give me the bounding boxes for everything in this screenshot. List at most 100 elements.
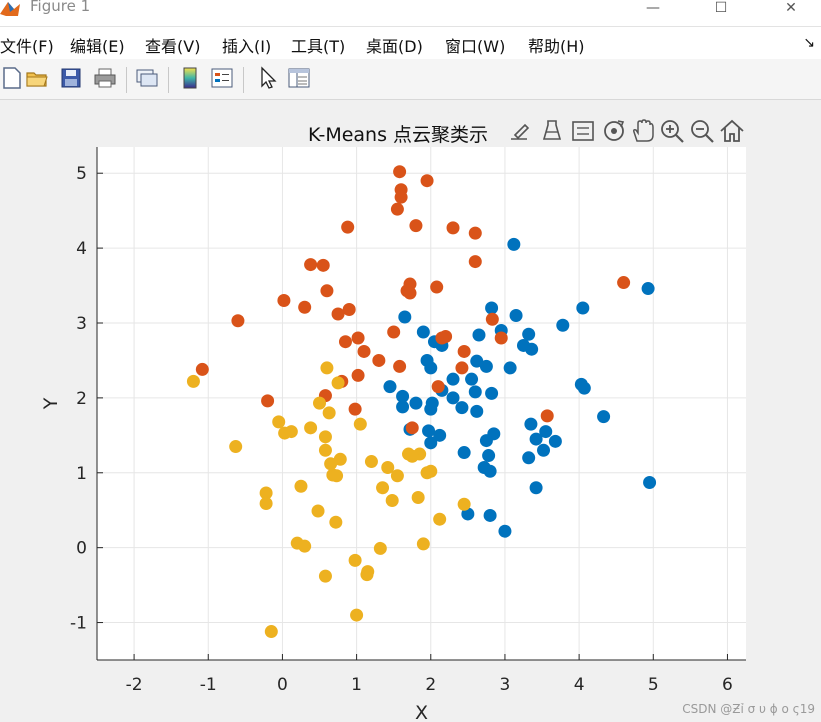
cluster-1-point <box>424 402 438 416</box>
menu-window[interactable]: 窗口(W) <box>445 37 506 56</box>
brush-icon[interactable] <box>507 117 535 145</box>
cluster-2-point <box>348 402 362 416</box>
rotate-icon[interactable] <box>600 117 628 145</box>
cluster-2-point <box>316 258 330 272</box>
x-tick-label: 4 <box>574 675 585 695</box>
window-title: Figure 1 <box>30 0 91 15</box>
cluster-3-point <box>373 541 387 555</box>
cluster-3-point <box>433 512 447 526</box>
cluster-3-point <box>318 430 332 444</box>
data-points <box>186 165 657 639</box>
cluster-1-point <box>522 451 536 465</box>
axes: -2 -1 0 1 2 3 4 5 6 -1 0 1 2 3 4 5 X Y <box>40 147 746 722</box>
pointer-icon[interactable] <box>256 66 280 90</box>
cluster-2-point <box>540 409 554 423</box>
save-icon[interactable] <box>59 66 83 90</box>
cluster-1-point <box>507 237 521 251</box>
cluster-1-point <box>433 428 447 442</box>
cluster-3-point <box>278 426 292 440</box>
cluster-1-point <box>524 417 538 431</box>
x-tick-label: 3 <box>500 675 511 695</box>
cluster-2-point <box>420 174 434 188</box>
colorbar-icon[interactable] <box>178 66 202 90</box>
cluster-2-point <box>409 219 423 233</box>
menu-edit[interactable]: 编辑(E) <box>70 37 125 56</box>
watermark-text: CSDN @Ƶỉ σ υ ϕ ο ς19 <box>682 702 815 716</box>
cluster-1-point <box>483 508 497 522</box>
linked-icon[interactable] <box>569 117 597 145</box>
minimize-button[interactable]: — <box>630 0 676 16</box>
menu-view[interactable]: 查看(V) <box>145 37 201 56</box>
cluster-2-point <box>468 226 482 240</box>
cluster-1-point <box>457 446 471 460</box>
y-tick-label: 2 <box>76 389 87 409</box>
cluster-2-point <box>405 421 419 435</box>
cluster-2-point <box>393 165 407 179</box>
cluster-2-point <box>468 255 482 269</box>
cluster-2-point <box>457 344 471 358</box>
cluster-1-point <box>485 301 499 315</box>
property-inspector-icon[interactable] <box>287 66 311 90</box>
print-icon[interactable] <box>93 66 117 90</box>
home-icon[interactable] <box>718 117 746 145</box>
cluster-1-point <box>396 400 410 414</box>
cluster-1-point <box>446 372 460 386</box>
cluster-1-point <box>503 361 517 375</box>
cluster-2-point <box>394 190 408 204</box>
menu-desktop[interactable]: 桌面(D) <box>366 37 423 56</box>
y-tick-label: 1 <box>76 464 87 484</box>
cluster-3-point <box>348 553 362 567</box>
close-button[interactable]: ✕ <box>768 0 814 16</box>
cluster-1-point <box>483 464 497 478</box>
zoom-in-icon[interactable] <box>658 117 686 145</box>
maximize-button[interactable]: ☐ <box>698 0 744 16</box>
menu-tools[interactable]: 工具(T) <box>291 37 346 56</box>
toolbar-separator <box>126 67 127 93</box>
cluster-1-point <box>498 524 512 538</box>
matlab-logo-icon <box>0 2 20 16</box>
cluster-2-point <box>320 284 334 298</box>
x-tick-label: 0 <box>277 675 288 695</box>
cluster-1-point <box>479 434 493 448</box>
cluster-1-point <box>525 342 539 356</box>
cluster-1-point <box>509 309 523 323</box>
cluster-2-point <box>357 344 371 358</box>
cluster-3-point <box>420 466 434 480</box>
menu-overflow-icon[interactable]: ↘ <box>803 35 815 51</box>
data-tips-icon[interactable] <box>538 117 566 145</box>
cluster-3-point <box>350 608 364 622</box>
cluster-2-point <box>446 221 460 235</box>
menu-help[interactable]: 帮助(H) <box>528 37 585 56</box>
link-plot-icon[interactable] <box>135 66 159 90</box>
menu-insert[interactable]: 插入(I) <box>222 37 272 56</box>
x-tick-label: 1 <box>351 675 362 695</box>
y-tick-label: 3 <box>76 314 87 334</box>
cluster-3-point <box>324 457 338 471</box>
cluster-3-point <box>322 406 336 420</box>
cluster-1-point <box>548 434 562 448</box>
cluster-1-point <box>472 328 486 342</box>
cluster-3-point <box>318 569 332 583</box>
cluster-3-point <box>333 452 347 466</box>
close-icon: ✕ <box>785 0 797 16</box>
cluster-1-point <box>446 391 460 405</box>
cluster-1-point <box>576 301 590 315</box>
cluster-3-point <box>320 361 334 375</box>
cluster-1-point <box>529 481 543 495</box>
cluster-1-point <box>422 424 436 438</box>
cluster-1-point <box>643 476 657 490</box>
cluster-2-point <box>390 202 404 216</box>
legend-icon[interactable] <box>210 66 234 90</box>
pan-icon[interactable] <box>629 117 657 145</box>
new-figure-icon[interactable] <box>0 66 24 90</box>
cluster-1-point <box>416 325 430 339</box>
zoom-out-icon[interactable] <box>688 117 716 145</box>
cluster-1-point <box>556 318 570 332</box>
x-tick-label: -2 <box>126 675 143 695</box>
open-file-icon[interactable] <box>25 66 49 90</box>
menu-file[interactable]: 文件(F) <box>0 37 54 56</box>
cluster-3-point <box>264 625 278 639</box>
cluster-2-point <box>331 307 345 321</box>
x-axis-label: X <box>415 702 428 722</box>
